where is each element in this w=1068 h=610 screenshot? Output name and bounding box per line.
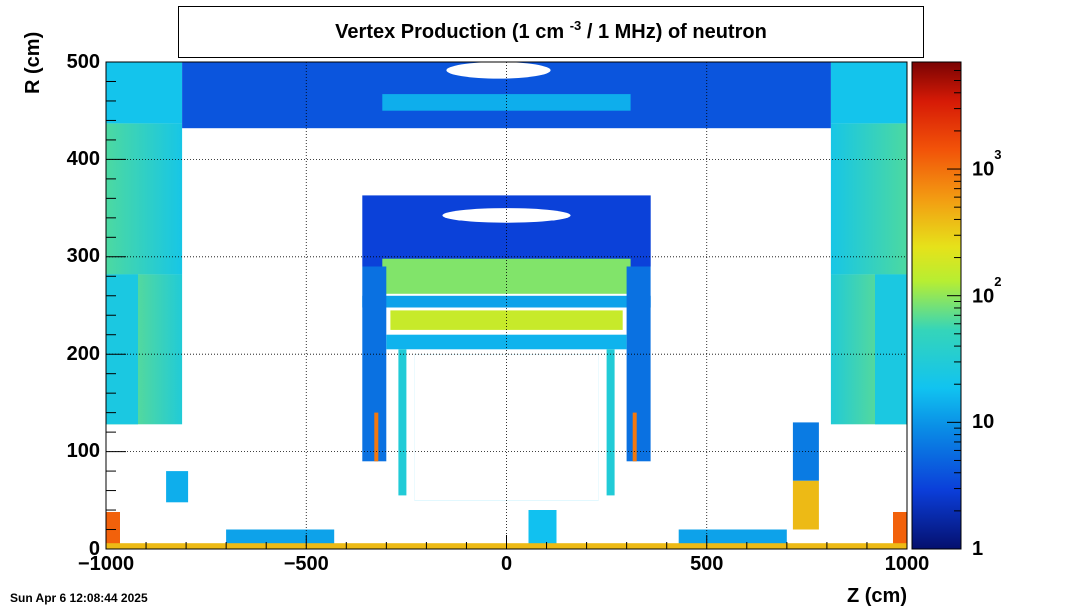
colorbar-tick-label: 103 (972, 147, 1002, 181)
y-tick-label: 0 (88, 537, 100, 560)
x-tick-label: −1000 (77, 553, 135, 575)
heatmap-region (374, 412, 379, 462)
heatmap-region (528, 510, 557, 545)
x-tick-label: 1000 (884, 553, 930, 575)
heatmap-region (226, 529, 335, 545)
heatmap-region (362, 295, 651, 308)
heatmap-region (830, 62, 907, 124)
heatmap-region (875, 274, 907, 425)
colorbar-ticks (947, 61, 961, 550)
x-tick-label: 0 (500, 553, 513, 575)
heatmap-region (626, 266, 651, 462)
heatmap-region (420, 359, 593, 496)
chart-title-rest: / 1 MHz) of neutron (586, 21, 767, 43)
colorbar (911, 61, 962, 550)
heatmap-region (792, 480, 819, 530)
y-tick-label: 100 (66, 440, 100, 463)
axis-ticks (105, 61, 908, 550)
y-axis-label: R (cm) (22, 31, 44, 94)
heatmap-region (398, 349, 407, 496)
heatmap-region (106, 123, 183, 275)
heatmap-region (678, 529, 787, 545)
heatmap-region (382, 94, 631, 111)
chart-title-box: Vertex Production (1 cm -3 / 1 MHz) of n… (178, 6, 924, 58)
colorbar-scale (911, 61, 962, 550)
y-tick-label: 300 (66, 245, 100, 268)
chart-title: Vertex Production (1 cm -3 / 1 MHz) of n… (179, 18, 923, 44)
colorbar-tick-label: 102 (972, 273, 1002, 308)
x-axis-label: Z (cm) (847, 585, 907, 607)
grid-lines (106, 62, 907, 549)
heatmap-region (830, 123, 907, 275)
y-tick-label: 500 (66, 50, 100, 73)
colorbar-tick-label: 10 (972, 410, 995, 433)
y-tick-label: 400 (66, 147, 100, 170)
y-tick-label: 200 (66, 342, 100, 365)
heatmap-region (106, 512, 120, 545)
heatmap-region (106, 62, 183, 124)
chart-title-exponent: -3 (569, 18, 582, 33)
heatmap-region (606, 349, 615, 496)
heatmap-region (893, 512, 907, 545)
heatmap-empty-area (446, 62, 551, 79)
chart-title-main: Vertex Production (1 cm (335, 21, 565, 43)
timestamp: Sun Apr 6 12:08:44 2025 (10, 591, 148, 605)
x-tick-label: 500 (690, 553, 724, 575)
heatmap-region (166, 471, 189, 503)
colorbar-tick-label: 1 (972, 537, 984, 560)
x-tick-label: −500 (283, 553, 329, 575)
heatmap-region (106, 274, 138, 425)
heatmap-region (632, 412, 637, 462)
